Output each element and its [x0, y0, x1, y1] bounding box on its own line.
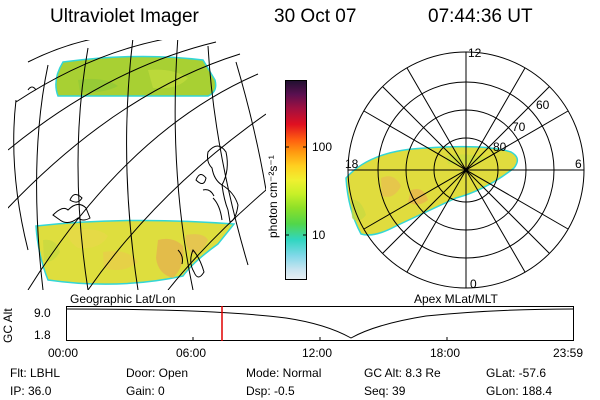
info-dsp: Dsp: -0.5 — [246, 384, 295, 398]
info-gain: Gain: 0 — [126, 384, 165, 398]
polar-emission-region — [345, 145, 519, 236]
polar-panel-label: Apex MLat/MLT — [414, 292, 498, 306]
mlt-label-0: 0 — [470, 277, 477, 291]
polar-plot-panel — [345, 51, 585, 289]
altitude-curve — [66, 308, 574, 339]
alt-xtick-6: 06:00 — [176, 346, 207, 360]
alt-xtick-24: 23:59 — [553, 346, 584, 360]
info-door: Door: Open — [126, 366, 189, 380]
altitude-timeline — [66, 306, 574, 341]
alt-xtick-12: 12:00 — [302, 346, 333, 360]
alt-ytick-9: 9.0 — [34, 306, 51, 320]
info-glat: GLat: -57.6 — [486, 366, 547, 380]
alt-plot-ylabel: GC Alt — [1, 308, 15, 343]
alt-ytick-1.8: 1.8 — [34, 328, 51, 342]
colorbar-unit-label: photon cm⁻²s⁻¹ — [266, 155, 280, 238]
colorbar — [285, 80, 307, 280]
info-gc-alt: GC Alt: 8.3 Re — [364, 366, 441, 380]
time-label: 07:44:36 UT — [428, 6, 533, 27]
mlt-label-12: 12 — [468, 46, 482, 60]
mlt-label-6: 6 — [575, 157, 582, 171]
colorbar-tick-10: 10 — [312, 228, 326, 242]
info-glon: GLon: 188.4 — [486, 384, 553, 398]
info-mode: Mode: Normal — [246, 366, 322, 380]
mlat-label-80: 80 — [493, 140, 507, 154]
colorbar-tick-100: 100 — [312, 140, 333, 154]
colorbar-gradient — [285, 80, 307, 280]
geo-panel-label: Geographic Lat/Lon — [70, 292, 176, 306]
instrument-title: Ultraviolet Imager — [50, 6, 199, 27]
geographic-map-panel — [8, 40, 266, 290]
mlat-label-70: 70 — [512, 120, 526, 134]
date-label: 30 Oct 07 — [274, 6, 357, 27]
info-seq: Seq: 39 — [364, 384, 406, 398]
alt-xtick-0: 00:00 — [48, 346, 79, 360]
info-ip: IP: 36.0 — [10, 384, 52, 398]
mlt-label-18: 18 — [345, 157, 359, 171]
alt-xtick-18: 18:00 — [430, 346, 461, 360]
mlat-label-60: 60 — [536, 98, 550, 112]
info-filter: Flt: LBHL — [10, 366, 61, 380]
